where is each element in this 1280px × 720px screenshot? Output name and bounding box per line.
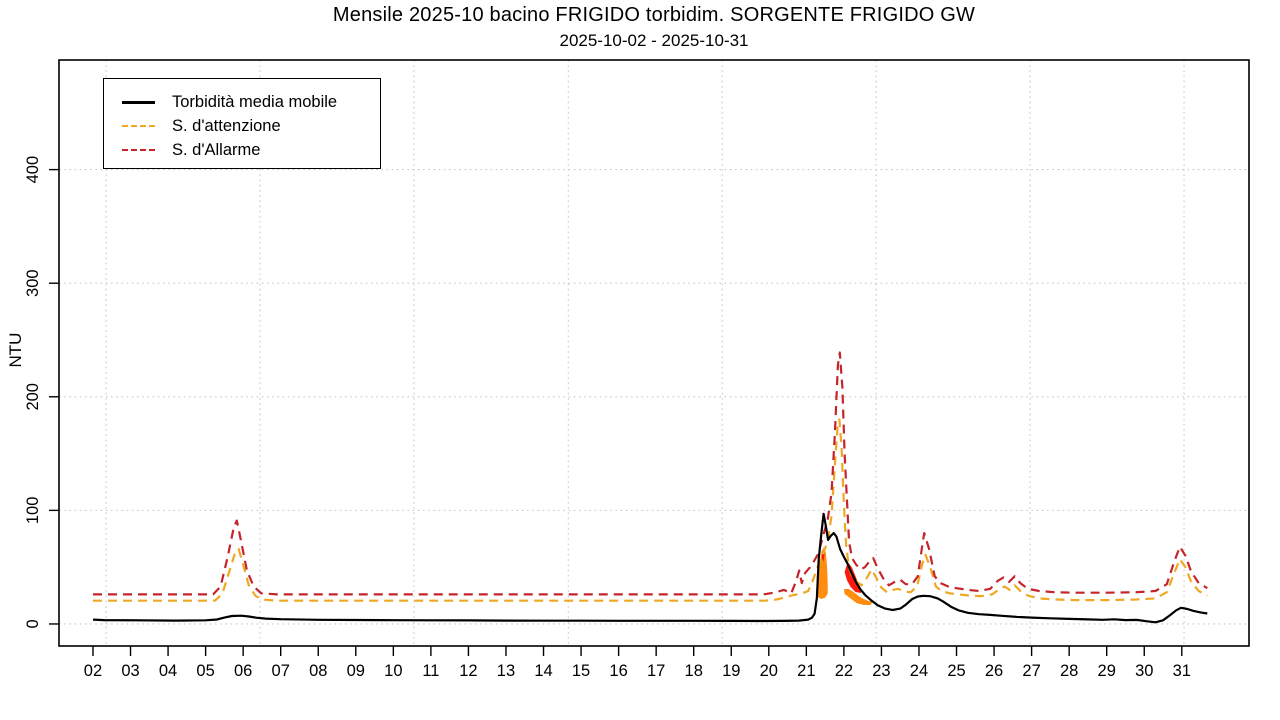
x-tick-label: 22 (835, 662, 853, 680)
y-tick-label: 300 (24, 269, 42, 297)
chart-title: Mensile 2025-10 bacino FRIGIDO torbidim.… (332, 4, 976, 26)
x-tick-label: 08 (309, 662, 327, 680)
x-tick-label: 28 (1060, 662, 1078, 680)
x-tick-label: 23 (872, 662, 890, 680)
y-axis: 0 100 200 300 400 (24, 156, 59, 629)
x-tick-label: 03 (121, 662, 139, 680)
series-s-d-attenzione (93, 418, 1208, 602)
series-torbidit-media-mobile (92, 512, 1208, 624)
exceedance-fills (818, 547, 873, 605)
y-tick-label: 200 (24, 383, 42, 411)
x-tick-label: 20 (760, 662, 778, 680)
attention-exceedance-fill (843, 589, 873, 605)
x-tick-label: 07 (272, 662, 290, 680)
x-tick-label: 04 (159, 662, 177, 680)
y-tick-label: 100 (24, 497, 42, 525)
x-tick-label: 15 (572, 662, 590, 680)
chart-subtitle: 2025-10-02 - 2025-10-31 (559, 31, 749, 50)
legend-item: Torbidità media mobile (122, 90, 380, 114)
x-tick-label: 12 (459, 662, 477, 680)
y-tick-label: 400 (24, 156, 42, 184)
series-s-d-allarme (93, 351, 1208, 596)
legend-item-label: Torbidità media mobile (172, 92, 338, 111)
legend-item: S. d'Allarme (122, 138, 380, 162)
x-tick-label: 02 (84, 662, 102, 680)
x-tick-label: 29 (1098, 662, 1116, 680)
legend-item: S. d'attenzione (122, 114, 380, 138)
gridlines (59, 60, 1249, 646)
y-tick-label: 0 (24, 619, 42, 628)
x-tick-label: 26 (985, 662, 1003, 680)
x-tick-label: 10 (384, 662, 402, 680)
legend-solid-line-sample (122, 100, 155, 104)
x-tick-label: 11 (422, 662, 439, 680)
x-tick-label: 14 (534, 662, 552, 680)
x-tick-label: 25 (947, 662, 965, 680)
legend: Torbidità media mobile S. d'attenzione S. … (103, 78, 381, 169)
legend-item-label: S. d'attenzione (172, 116, 281, 135)
x-tick-label: 18 (685, 662, 703, 680)
x-tick-label: 31 (1173, 662, 1191, 680)
x-axis: 02 03 04 05 06 07 08 09 10 11 12 13 14 15 16 17 18 19 20 21… (84, 646, 1191, 680)
x-tick-label: 21 (797, 662, 815, 680)
x-tick-label: 24 (910, 662, 928, 680)
legend-dashed-line-sample (122, 149, 155, 151)
x-tick-label: 16 (609, 662, 627, 680)
x-tick-label: 09 (347, 662, 365, 680)
x-tick-label: 30 (1135, 662, 1153, 680)
plot-border (58, 59, 1250, 647)
x-tick-label: 19 (722, 662, 740, 680)
legend-item-label: S. d'Allarme (172, 140, 261, 159)
x-tick-label: 05 (196, 662, 214, 680)
x-tick-label: 13 (497, 662, 515, 680)
x-tick-label: 06 (234, 662, 252, 680)
x-tick-label: 27 (1022, 662, 1040, 680)
legend-dashed-line-sample (122, 125, 155, 127)
x-tick-label: 17 (647, 662, 665, 680)
